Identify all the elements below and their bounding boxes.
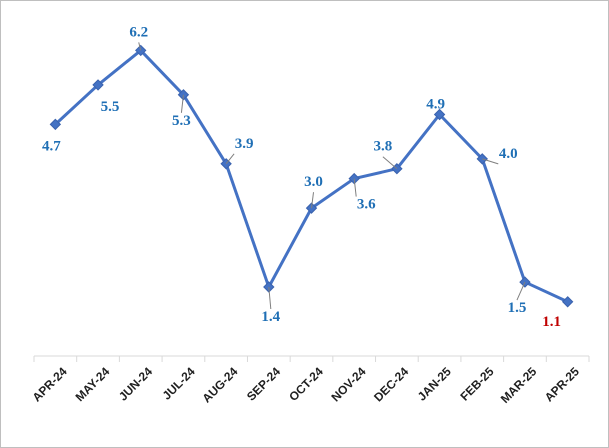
data-label: 5.3 (172, 113, 191, 129)
x-tick-label: SEP-24 (244, 364, 283, 403)
data-label: 4.9 (426, 97, 445, 113)
x-tick-label: MAR-25 (498, 364, 540, 406)
data-point (92, 79, 104, 91)
data-label: 1.4 (261, 309, 280, 325)
x-tick-label: APR-24 (30, 364, 70, 404)
leader-line (516, 281, 526, 301)
leader-line (382, 156, 398, 170)
data-point (561, 296, 574, 308)
data-label: 1.5 (508, 300, 527, 316)
x-tick-label: AUG-24 (199, 364, 240, 405)
data-label: 3.6 (357, 197, 376, 213)
data-label: 4.0 (499, 146, 518, 162)
data-label: 6.2 (129, 24, 148, 40)
data-point (433, 108, 446, 121)
x-tick-label: NOV-24 (328, 364, 368, 404)
x-tick-label: JUL-24 (160, 364, 198, 402)
data-label: 4.7 (42, 138, 61, 154)
data-label-latest: 1.1 (542, 314, 561, 330)
data-label: 3.8 (374, 139, 393, 155)
x-tick-label: APR-25 (542, 364, 582, 404)
leader-line (482, 158, 499, 165)
data-label: 5.5 (101, 99, 120, 115)
leader-line (180, 94, 184, 113)
x-tick-label: MAY-24 (73, 364, 113, 404)
data-label: 3.0 (304, 174, 323, 190)
x-tick-label: FEB-25 (457, 364, 496, 403)
leader-line (311, 192, 314, 209)
x-tick-label: JAN-25 (415, 364, 454, 403)
leader-line (225, 153, 235, 165)
data-point (49, 118, 62, 131)
x-tick-label: OCT-24 (286, 364, 326, 404)
x-tick-label: JUN-24 (116, 364, 155, 403)
leader-line (268, 286, 272, 310)
x-tick-label: DEC-24 (371, 364, 411, 404)
leader-line (138, 42, 142, 51)
data-label: 3.9 (235, 136, 254, 152)
leader-line (353, 178, 357, 197)
